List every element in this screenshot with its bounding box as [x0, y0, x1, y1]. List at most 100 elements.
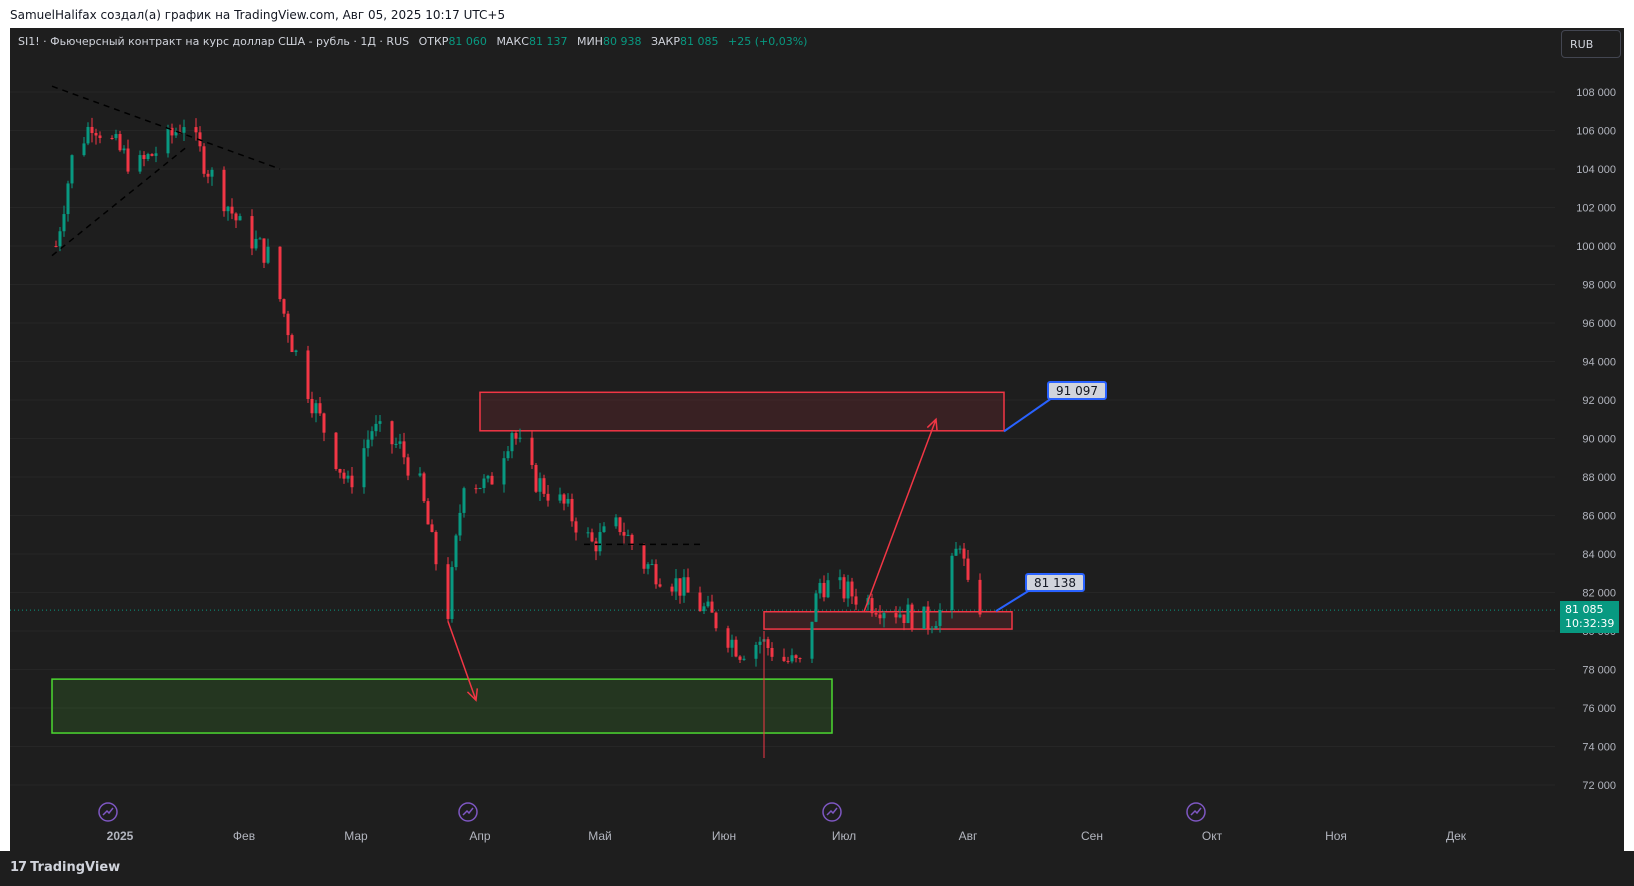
candle-body: [226, 206, 230, 212]
candle-body: [346, 475, 350, 479]
candle-body: [474, 488, 478, 490]
candle-body: [170, 127, 174, 136]
tradingview-logo[interactable]: 17 TradingView: [10, 860, 120, 875]
open-label: ОТКР: [418, 35, 449, 48]
candle-body: [398, 441, 402, 444]
x-tick-label: 2025: [107, 829, 134, 843]
candle-body: [730, 639, 734, 648]
candle-body: [534, 464, 538, 492]
event-marker-icon[interactable]: [1186, 802, 1206, 822]
candle-body: [622, 532, 626, 536]
candle-body: [766, 639, 770, 648]
y-tick-label: 82 000: [1582, 588, 1616, 600]
candle-body: [934, 625, 938, 629]
callout-lower[interactable]: 81 138: [1025, 573, 1085, 592]
candle-body: [54, 246, 58, 247]
candle-body: [114, 134, 118, 139]
candle-body: [978, 579, 982, 615]
y-tick-label: 88 000: [1582, 472, 1616, 484]
candle-body: [174, 131, 178, 136]
x-tick-label: Апр: [469, 829, 491, 843]
callout-upper[interactable]: 91 097: [1047, 381, 1107, 400]
candle-body: [150, 154, 154, 156]
y-tick-label: 90 000: [1582, 434, 1616, 446]
candle-body: [318, 403, 322, 414]
candle-body: [62, 214, 66, 232]
event-marker-icon[interactable]: [458, 802, 478, 822]
logo-text: TradingView: [30, 860, 121, 875]
candle-body: [810, 621, 814, 659]
candle-body: [394, 443, 398, 445]
event-icon-glyph: [102, 807, 114, 816]
candle-body: [962, 548, 966, 559]
candle-body: [658, 584, 662, 587]
currency-button[interactable]: RUB: [1561, 30, 1621, 58]
candle-body: [614, 517, 618, 527]
zone-resistance: [479, 391, 1005, 432]
candle-body: [958, 548, 962, 550]
candle-body: [282, 299, 286, 314]
candle-body: [142, 155, 146, 160]
x-tick-label: Дек: [1446, 829, 1467, 843]
candle-body: [422, 473, 426, 502]
candle-body: [434, 531, 438, 565]
candle-body: [458, 512, 462, 536]
footer-bar: [0, 851, 1634, 886]
candle-body: [682, 577, 686, 596]
x-tick-label: Окт: [1202, 829, 1223, 843]
symbol-legend: SI1! · Фьючерсный контракт на курс долла…: [18, 35, 807, 48]
candle-body: [82, 143, 86, 156]
callout-pointer: [995, 589, 1031, 612]
candle-body: [222, 169, 226, 212]
candle-body: [66, 183, 70, 215]
candle-body: [754, 644, 758, 659]
candle-body: [882, 613, 886, 619]
candle-body: [370, 431, 374, 440]
candle-body: [486, 475, 490, 479]
event-marker-icon[interactable]: [98, 802, 118, 822]
candle-body: [294, 350, 298, 353]
y-tick-label: 106 000: [1576, 126, 1616, 138]
open-value: 81 060: [448, 35, 487, 48]
y-tick-label: 86 000: [1582, 511, 1616, 523]
attribution-bar: SamuelHalifax создал(а) график на Tradin…: [0, 0, 1634, 28]
candle-body: [478, 487, 482, 489]
x-tick-label: Июл: [832, 829, 856, 843]
candle-body: [154, 153, 158, 156]
candle-body: [930, 628, 934, 630]
candle-body: [538, 478, 542, 492]
y-tick-label: 76 000: [1582, 703, 1616, 715]
attribution-text: SamuelHalifax создал(а) график на Tradin…: [10, 8, 506, 22]
candle-body: [254, 238, 258, 249]
candle-body: [98, 135, 102, 139]
y-tick-label: 84 000: [1582, 549, 1616, 561]
candle-body: [714, 612, 718, 629]
y-tick-label: 78 000: [1582, 665, 1616, 677]
candle-body: [594, 541, 598, 552]
candle-body: [374, 423, 378, 432]
candle-body: [742, 658, 746, 660]
candle-body: [562, 494, 566, 504]
candle-body: [230, 206, 234, 214]
candle-body: [126, 148, 130, 172]
x-tick-label: Сен: [1081, 829, 1103, 843]
candle-body: [182, 127, 186, 133]
candle-body: [702, 606, 706, 612]
y-tick-label: 98 000: [1582, 280, 1616, 292]
candle-body: [734, 639, 738, 657]
candle-body: [646, 564, 650, 569]
x-tick-label: Мар: [344, 829, 368, 843]
event-marker-icon[interactable]: [822, 802, 842, 822]
candle-body: [822, 582, 826, 598]
y-tick-label: 108 000: [1576, 87, 1616, 99]
candle-body: [90, 126, 94, 134]
candle-body: [842, 577, 846, 599]
candle-body: [910, 604, 914, 629]
candle-body: [598, 532, 602, 552]
chart-panel[interactable]: [10, 28, 1624, 851]
candle-body: [430, 524, 434, 532]
candle-body: [678, 578, 682, 596]
candle-body: [898, 614, 902, 618]
y-tick-label: 100 000: [1576, 241, 1616, 253]
